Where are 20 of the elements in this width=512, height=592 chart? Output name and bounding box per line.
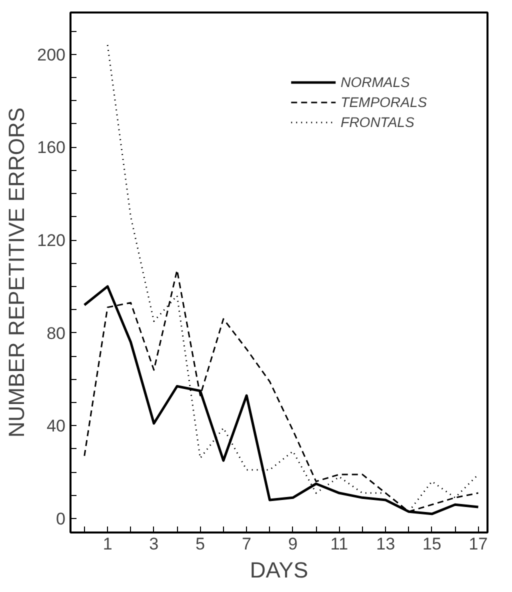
y-tick-label: 80 — [46, 324, 66, 343]
y-tick-label: 160 — [37, 138, 66, 158]
x-tick-label: 15 — [422, 534, 442, 554]
x-tick-label: 3 — [149, 534, 159, 554]
x-tick-label: 1 — [102, 534, 112, 554]
y-tick-label: 120 — [37, 231, 66, 250]
y-tick-label: 200 — [37, 45, 66, 64]
x-tick-label: 11 — [330, 534, 348, 554]
x-tick-label: 7 — [242, 534, 252, 554]
x-tick-label: 5 — [196, 534, 205, 554]
legend-label: TEMPORALS — [340, 94, 427, 110]
x-tick-label: 13 — [376, 534, 396, 554]
x-axis-title: DAYS — [250, 558, 308, 582]
y-tick-label: 40 — [46, 416, 66, 436]
y-tick-label: 0 — [56, 510, 66, 529]
x-tick-label: 9 — [288, 534, 298, 554]
legend-label: FRONTALS — [340, 114, 414, 130]
y-axis-title: NUMBER REPETITIVE ERRORS — [4, 107, 30, 438]
legend-label: NORMALS — [340, 74, 410, 90]
x-tick-label: 17 — [468, 534, 488, 554]
